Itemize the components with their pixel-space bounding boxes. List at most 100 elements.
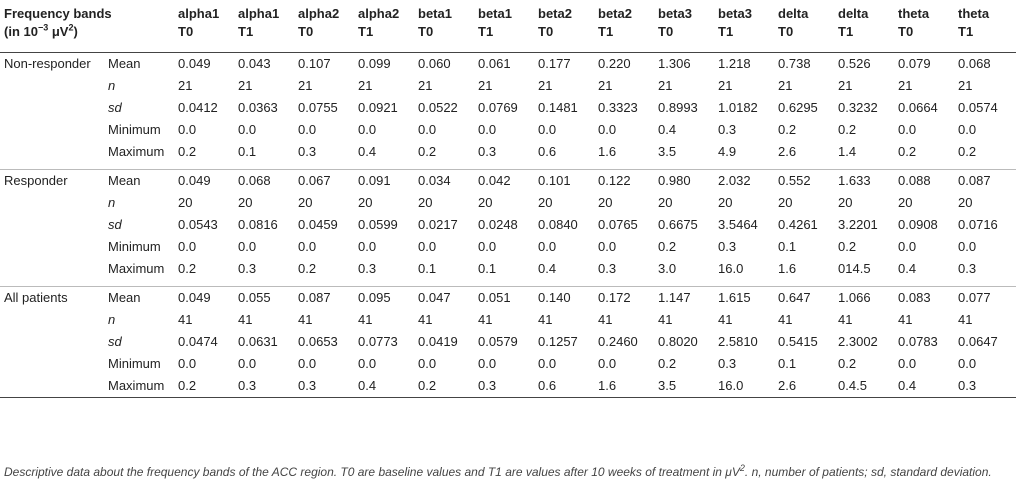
- value-cell: 0.6295: [778, 100, 818, 115]
- header-line1: Frequency bands: [4, 6, 112, 21]
- value-cell: 41: [238, 312, 253, 327]
- value-cell: 21: [598, 78, 613, 93]
- stat-label: sd: [108, 217, 122, 232]
- value-cell: 014.5: [838, 261, 871, 276]
- value-cell: 0.4261: [778, 217, 818, 232]
- value-cell: 0.172: [596, 285, 657, 309]
- value-cell: 2.6: [778, 144, 797, 159]
- stat-label: Maximum: [108, 261, 165, 276]
- value-cell: 0.0: [898, 239, 917, 254]
- value-cell: 0.0664: [898, 100, 938, 115]
- column-band: theta: [958, 6, 990, 21]
- value-cell: 0.101: [536, 168, 597, 192]
- stat-label: n: [108, 312, 116, 327]
- value-cell: 0.043: [238, 56, 271, 71]
- value-cell: 0.0248: [478, 217, 518, 232]
- value-cell: 20: [838, 195, 853, 210]
- value-cell: 0.4: [538, 261, 557, 276]
- group-cell: [0, 258, 104, 280]
- value-cell: 1.066: [836, 285, 897, 309]
- value-cell: 0.042: [476, 168, 537, 192]
- value-cell: 21: [538, 78, 553, 93]
- value-cell: 0.095: [356, 285, 417, 309]
- value-cell: 20: [958, 195, 973, 210]
- column-band: theta: [898, 6, 930, 21]
- value-cell: 0.0: [178, 122, 197, 137]
- value-cell: 0.2: [778, 122, 797, 137]
- stat-label: Maximum: [104, 374, 177, 398]
- group-cell: Responder: [0, 168, 104, 192]
- value-cell: 1.6: [596, 374, 657, 398]
- table-row: Maximum 0.2 0.1 0.3 0.4 0.2 0.3 0.6 1.6 3.5 4.9 2.6…: [0, 141, 1016, 163]
- table-row: Minimum 0.0 0.0 0.0 0.0 0.0 0.0 0.0 0.0 0.2 0.3 0.1…: [0, 236, 1016, 258]
- value-cell: 41: [358, 312, 373, 327]
- stat-label: Maximum: [108, 144, 165, 159]
- value-cell: 0.0773: [358, 334, 398, 349]
- value-cell: 21: [658, 78, 673, 93]
- value-cell: 0.1: [478, 261, 497, 276]
- value-cell: 0.3: [718, 239, 737, 254]
- table-row: All patients Mean 0.049 0.055 0.087 0.095 0.04…: [0, 285, 1016, 309]
- column-time: T1: [958, 24, 974, 39]
- value-cell: 0.0: [358, 239, 377, 254]
- value-cell: 0.2: [416, 374, 477, 398]
- value-cell: 3.5464: [718, 217, 758, 232]
- value-cell: 20: [598, 195, 613, 210]
- table-row: n 41 41 41 41 41 41 41 41 41 41 41 41 41 41: [0, 309, 1016, 331]
- value-cell: 0.2: [958, 144, 977, 159]
- column-header: alpha2 T0: [296, 0, 357, 53]
- value-cell: 21: [478, 78, 493, 93]
- table-row: n 21 21 21 21 21 21 21 21 21 21 21 21 21 21: [0, 75, 1016, 97]
- value-cell: 3.2201: [838, 217, 878, 232]
- value-cell: 0.0: [958, 122, 977, 137]
- value-cell: 0.0921: [358, 100, 398, 115]
- value-cell: 0.0840: [538, 217, 578, 232]
- value-cell: 0.4: [898, 261, 917, 276]
- value-cell: 1.4: [838, 144, 857, 159]
- value-cell: 0.034: [416, 168, 477, 192]
- value-cell: 41: [898, 312, 913, 327]
- value-cell: 0.6: [538, 144, 557, 159]
- value-cell: 0.3: [476, 374, 537, 398]
- value-cell: 0.0631: [238, 334, 278, 349]
- value-cell: 0.1: [778, 356, 797, 371]
- value-cell: 0.0474: [178, 334, 218, 349]
- group-cell: [0, 119, 104, 141]
- value-cell: 0.0217: [418, 217, 458, 232]
- value-cell: 0.0: [178, 356, 197, 371]
- value-cell: 0.3: [718, 122, 737, 137]
- value-cell: 0.2: [838, 122, 857, 137]
- column-band: delta: [778, 6, 809, 21]
- value-cell: 0.3: [296, 374, 357, 398]
- value-cell: 0.4: [356, 374, 417, 398]
- group-cell: [0, 97, 104, 119]
- value-cell: 41: [718, 312, 733, 327]
- value-cell: 0.8993: [658, 100, 698, 115]
- caption-text-1: Descriptive data about the frequency ban…: [4, 465, 740, 479]
- stat-label: sd: [108, 334, 122, 349]
- column-time: T0: [298, 24, 314, 39]
- value-cell: 41: [178, 312, 193, 327]
- value-cell: 0.1: [778, 239, 797, 254]
- value-cell: 0.4: [358, 144, 377, 159]
- column-header: delta T0: [776, 0, 837, 53]
- value-cell: 0.0765: [598, 217, 638, 232]
- column-time: T0: [898, 24, 914, 39]
- value-cell: 0.0: [478, 239, 497, 254]
- value-cell: 0.738: [778, 56, 811, 71]
- value-cell: 41: [658, 312, 673, 327]
- value-cell: 0.067: [296, 168, 357, 192]
- column-time: T1: [598, 24, 614, 39]
- value-cell: 0.4: [658, 122, 677, 137]
- value-cell: 0.0: [538, 356, 557, 371]
- caption-text-2: . n, number of patients; sd, standard de…: [744, 465, 992, 479]
- value-cell: 0.068: [236, 168, 297, 192]
- table-row: Minimum 0.0 0.0 0.0 0.0 0.0 0.0 0.0 0.0 0.2 0.3 0.1…: [0, 353, 1016, 375]
- table-row: sd 0.0412 0.0363 0.0755 0.0921 0.0522 0.0769 0.…: [0, 97, 1016, 119]
- value-cell: 0.0: [478, 356, 497, 371]
- value-cell: 0.4.5: [836, 374, 897, 398]
- value-cell: 0.0: [598, 239, 617, 254]
- value-cell: 21: [898, 78, 913, 93]
- column-band: beta3: [718, 6, 752, 21]
- value-cell: 0.3232: [838, 100, 878, 115]
